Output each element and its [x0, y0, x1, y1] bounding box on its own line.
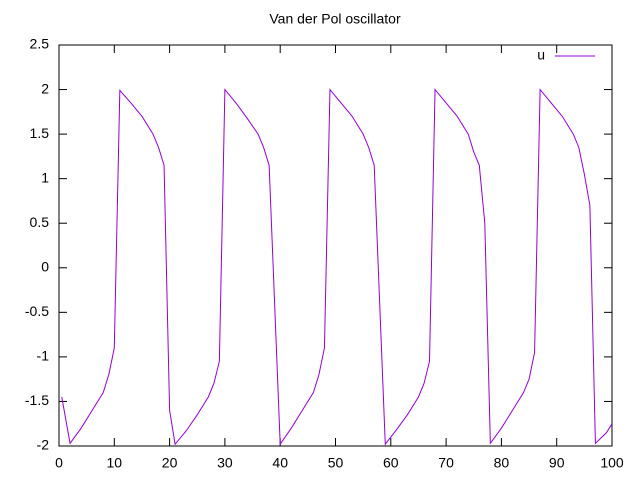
x-tick-label: 0 [55, 455, 63, 471]
x-tick-label: 80 [494, 455, 510, 471]
y-tick-label: 2.5 [30, 36, 50, 52]
x-tick-label: 20 [162, 455, 178, 471]
x-tick-label: 40 [272, 455, 288, 471]
x-tick-label: 50 [328, 455, 344, 471]
x-tick-label: 90 [549, 455, 565, 471]
y-tick-label: -0.5 [25, 303, 49, 319]
y-tick-label: 0 [41, 258, 49, 274]
y-tick-label: 1 [41, 169, 49, 185]
x-tick-label: 60 [383, 455, 399, 471]
x-tick-label: 100 [600, 455, 624, 471]
y-tick-label: 0.5 [30, 214, 50, 230]
y-tick-label: -1.5 [25, 392, 49, 408]
chart-title: Van der Pol oscillator [269, 11, 401, 27]
y-tick-label: 2 [41, 80, 49, 96]
x-tick-label: 70 [438, 455, 454, 471]
y-tick-label: 1.5 [30, 125, 50, 141]
x-tick-label: 10 [107, 455, 123, 471]
plot-border [58, 44, 613, 447]
legend-label: u [537, 47, 545, 63]
series-line [61, 88, 613, 446]
y-tick-label: -1 [37, 348, 50, 364]
y-tick-label: -2 [37, 437, 50, 453]
x-tick-label: 30 [217, 455, 233, 471]
